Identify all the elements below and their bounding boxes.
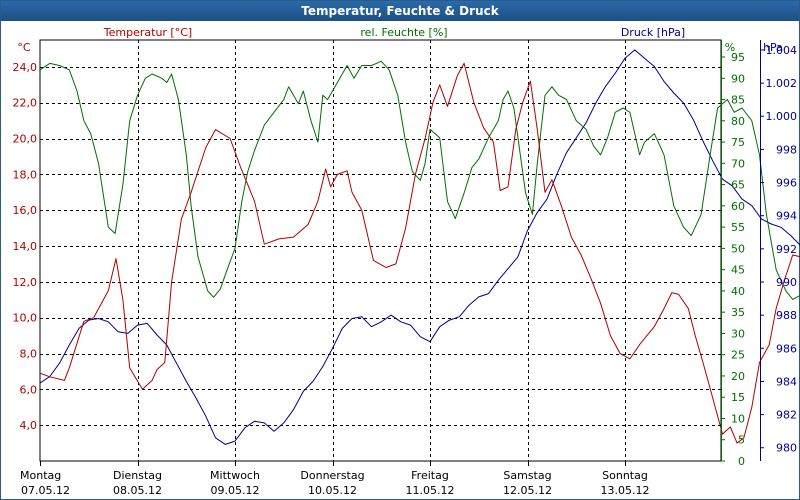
pressure-tick-label: 986 xyxy=(776,342,797,355)
pressure-tick-label: 992 xyxy=(776,243,797,256)
humidity-tick-label: 50 xyxy=(731,242,745,255)
pressure-tick-label: 994 xyxy=(776,210,797,223)
temperature-tick-label: 10,0 xyxy=(13,312,38,325)
x-date-label: 10.05.12 xyxy=(308,484,357,497)
temperature-tick-label: 16,0 xyxy=(13,204,38,217)
x-date-label: 08.05.12 xyxy=(113,484,162,497)
x-day-label: Samstag xyxy=(503,469,551,482)
humidity-tick-label: 5 xyxy=(738,434,745,447)
x-date-label: 12.05.12 xyxy=(503,484,552,497)
temperature-unit-label: °C xyxy=(17,41,31,54)
humidity-tick-label: 55 xyxy=(731,221,745,234)
humidity-tick-label: 90 xyxy=(731,72,745,85)
pressure-tick-label: 988 xyxy=(776,309,797,322)
humidity-tick-label: 35 xyxy=(731,306,745,319)
temperature-tick-label: 24,0 xyxy=(13,61,38,74)
x-day-label: Mittwoch xyxy=(210,469,260,482)
pressure-tick-label: 1.000 xyxy=(766,110,798,123)
temperature-tick-label: 14,0 xyxy=(13,240,38,253)
pressure-tick-label: 982 xyxy=(776,409,797,422)
grid-lines xyxy=(40,40,721,461)
temperature-tick-label: 22,0 xyxy=(13,97,38,110)
pressure-tick-label: 984 xyxy=(776,375,797,388)
humidity-tick-label: 25 xyxy=(731,349,745,362)
temperature-tick-label: 8,0 xyxy=(20,348,38,361)
pressure-unit-label: hPa xyxy=(763,41,783,54)
x-tick-marks xyxy=(40,461,626,466)
temperature-tick-label: 12,0 xyxy=(13,276,38,289)
x-day-label: Sonntag xyxy=(602,469,648,482)
x-day-label: Freitag xyxy=(411,469,449,482)
humidity-tick-label: 0 xyxy=(738,455,745,468)
temperature-tick-label: 4,0 xyxy=(20,419,38,432)
pressure-tick-label: 1.004 xyxy=(766,44,798,57)
temperature-tick-label: 18,0 xyxy=(13,168,38,181)
x-date-label: 13.05.12 xyxy=(601,484,650,497)
legend-temperature: Temperatur [°C] xyxy=(103,26,192,39)
x-day-label: Montag xyxy=(20,469,61,482)
pressure-tick-label: 996 xyxy=(776,177,797,190)
x-date-label: 11.05.12 xyxy=(406,484,455,497)
legend-pressure: Druck [hPa] xyxy=(621,26,685,39)
chart-title: Temperatur, Feuchte & Druck xyxy=(1,1,799,21)
humidity-tick-label: 45 xyxy=(731,264,745,277)
pressure-tick-label: 1.002 xyxy=(766,77,798,90)
humidity-tick-label: 65 xyxy=(731,179,745,192)
series-layer xyxy=(39,49,800,445)
pressure-tick-label: 998 xyxy=(776,143,797,156)
humidity-tick-label: 80 xyxy=(731,115,745,128)
humidity-line xyxy=(39,60,800,300)
legend-humidity: rel. Feuchte [%] xyxy=(360,26,447,39)
x-axis: Montag 07.05.12 Dienstag 08.05.12 Mittwoch 09… xyxy=(20,469,649,497)
humidity-tick-label: 30 xyxy=(731,327,745,340)
humidity-axis: 0 5 10 15 20 25 30 35 40 45 50 55 60 65 70 75 80 85 90 95% xyxy=(721,40,745,468)
humidity-tick-label: 75 xyxy=(731,136,745,149)
humidity-tick-label: 70 xyxy=(731,157,745,170)
temperature-line xyxy=(39,62,800,444)
legend: Temperatur [°C] rel. Feuchte [%] Druck [hP… xyxy=(103,26,685,39)
temperature-tick-label: 20,0 xyxy=(13,133,38,146)
humidity-tick-label: 60 xyxy=(731,200,745,213)
pressure-axis: 980 982 984 986 988 990 992 994 996 998 1.000 1.002… xyxy=(760,40,797,461)
humidity-tick-label: 40 xyxy=(731,285,745,298)
x-day-label: Dienstag xyxy=(113,469,162,482)
humidity-tick-label: 10 xyxy=(731,412,745,425)
humidity-tick-label: 95 xyxy=(731,51,745,64)
humidity-tick-label: 85 xyxy=(731,94,745,107)
x-date-label: 09.05.12 xyxy=(211,484,260,497)
humidity-tick-label: 20 xyxy=(731,370,745,383)
humidity-unit-label: % xyxy=(725,41,735,54)
x-day-label: Donnerstag xyxy=(300,469,364,482)
pressure-line xyxy=(39,49,800,445)
temperature-tick-label: 6,0 xyxy=(20,383,38,396)
pressure-tick-label: 990 xyxy=(776,276,797,289)
pressure-tick-label: 980 xyxy=(776,442,797,455)
humidity-tick-label: 15 xyxy=(731,391,745,404)
temperature-axis: 4,0 6,0 8,0 10,0 12,0 14,0 16,0 18,0 20,0 22,0 24,… xyxy=(13,41,38,432)
x-date-label: 07.05.12 xyxy=(21,484,70,497)
